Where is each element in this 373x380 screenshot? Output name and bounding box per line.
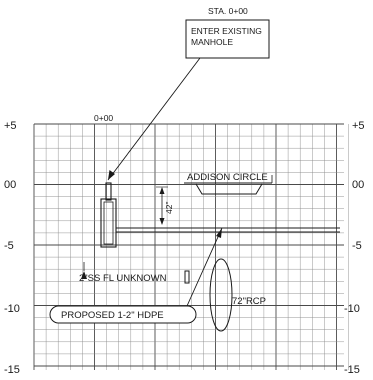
y-label-right-00: 00 bbox=[352, 179, 364, 191]
station-header: STA. 0+00 bbox=[208, 6, 248, 16]
hdpe-leader-arrow-icon bbox=[216, 228, 222, 238]
y-label-left-plus5: +5 bbox=[4, 120, 17, 132]
proposed-label: PROPOSED 1-2" HDPE bbox=[61, 310, 164, 321]
y-label-right-plus5: +5 bbox=[352, 120, 365, 132]
hdpe-leader bbox=[186, 227, 223, 307]
rcp-label: 72"RCP bbox=[232, 296, 266, 307]
profile-grid bbox=[33, 123, 349, 370]
callout-box bbox=[185, 19, 270, 59]
callout-arrow-icon bbox=[108, 170, 115, 180]
callout-line-1: ENTER EXISTING bbox=[191, 26, 262, 36]
proposed-label-capsule bbox=[49, 305, 197, 324]
station-label: 0+00 bbox=[94, 113, 113, 123]
sewer-pipe-end bbox=[184, 270, 190, 284]
sewer-label: 2"SS FL UNKNOWN bbox=[79, 273, 167, 284]
y-label-right-minus5: -5 bbox=[352, 240, 362, 252]
depth-label: 42" bbox=[164, 202, 174, 214]
proposed-hdpe-pipe bbox=[116, 227, 340, 233]
sewer-arrow-icon bbox=[81, 271, 87, 279]
y-label-left-minus10: -10 bbox=[4, 303, 20, 315]
y-label-right-minus15: -15 bbox=[344, 364, 360, 376]
y-label-left-minus15: -15 bbox=[4, 364, 20, 376]
manhole-structure bbox=[100, 182, 117, 248]
y-label-right-minus10: -10 bbox=[344, 303, 360, 315]
callout-line-2: MANHOLE bbox=[191, 37, 233, 47]
callout-leader bbox=[107, 57, 201, 181]
road-section bbox=[184, 175, 273, 195]
depth-dimension bbox=[156, 186, 168, 225]
street-label: ADDISON CIRCLE bbox=[187, 172, 268, 183]
rcp-pipe-ellipse bbox=[209, 258, 233, 332]
y-label-left-00: 00 bbox=[4, 179, 16, 191]
y-label-left-minus5: -5 bbox=[4, 240, 14, 252]
